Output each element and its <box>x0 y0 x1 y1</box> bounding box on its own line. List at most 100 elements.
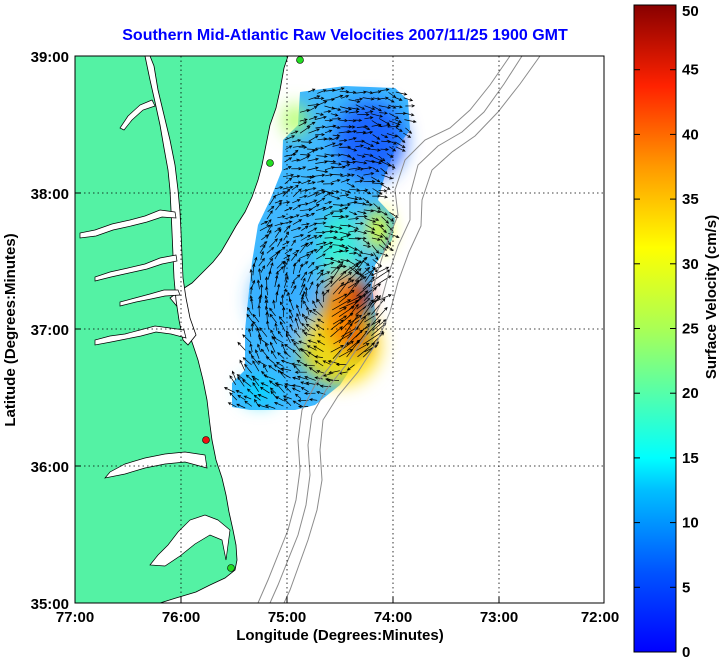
velocity-vector <box>332 153 342 157</box>
velocity-vector <box>291 387 301 393</box>
velocity-vector <box>324 256 335 261</box>
velocity-vector <box>231 370 237 381</box>
velocity-vector <box>279 321 286 332</box>
velocity-vector <box>323 241 334 246</box>
velocity-vector <box>307 339 318 344</box>
velocity-vector <box>306 121 316 127</box>
velocity-vector <box>252 360 260 372</box>
velocity-vector <box>355 144 364 148</box>
y-tick: 39:00 <box>31 49 81 66</box>
velocity-vector <box>252 263 256 276</box>
velocity-vector <box>340 178 351 183</box>
velocity-vector <box>363 190 372 195</box>
velocity-color-blobs <box>242 100 405 404</box>
velocity-vector <box>357 342 376 358</box>
velocity-vector <box>363 239 371 245</box>
velocity-vector <box>266 229 272 239</box>
velocity-vector <box>346 295 362 304</box>
velocity-vector <box>315 146 325 150</box>
velocity-vector <box>389 146 397 152</box>
velocity-vector <box>386 153 394 158</box>
velocity-vector <box>236 403 246 409</box>
velocity-vector <box>371 123 382 127</box>
velocity-vector <box>341 94 350 99</box>
velocity-vector <box>330 195 341 200</box>
velocity-vector <box>378 155 386 162</box>
velocity-vector <box>304 316 316 323</box>
velocity-vector <box>354 247 364 254</box>
velocity-vector <box>257 343 261 353</box>
velocity-vector <box>371 306 388 325</box>
velocity-vector <box>331 125 341 130</box>
velocity-vector <box>229 392 238 401</box>
velocity-vector <box>223 387 235 393</box>
velocity-vector <box>378 189 388 193</box>
velocity-vector <box>282 200 291 204</box>
velocity-vector <box>332 87 345 92</box>
velocity-vector <box>338 264 347 269</box>
y-tick-label: 38:00 <box>31 186 69 203</box>
velocity-vector <box>299 283 306 296</box>
velocity-vector <box>309 222 318 227</box>
velocity-vector <box>229 375 237 385</box>
velocity-vector <box>363 90 374 95</box>
velocity-vector <box>315 160 328 164</box>
velocity-vector <box>338 215 350 220</box>
x-tick: 74:00 <box>374 597 412 626</box>
velocity-vector <box>357 230 368 235</box>
velocity-vector <box>282 188 291 197</box>
velocity-vector <box>316 370 325 374</box>
velocity-vector <box>269 307 276 317</box>
velocity-vector <box>346 129 358 134</box>
velocity-vector <box>322 276 335 283</box>
velocity-vector <box>363 286 377 301</box>
velocity-vector <box>370 113 384 118</box>
velocity-vector <box>372 223 385 228</box>
velocity-vector <box>354 251 362 257</box>
velocity-vector <box>394 141 406 148</box>
velocity-vector <box>267 205 275 212</box>
velocity-vector <box>256 279 261 290</box>
velocity-vector <box>389 212 399 219</box>
velocity-vector <box>308 88 316 93</box>
velocity-vector <box>356 188 369 192</box>
velocity-vector <box>275 361 284 367</box>
colorbar-tick: 0 <box>634 644 690 659</box>
velocity-vector <box>386 244 394 252</box>
velocity-vector <box>323 289 330 296</box>
x-tick: 76:00 <box>162 597 200 626</box>
velocity-vector <box>363 252 375 257</box>
velocity-vector <box>285 330 292 338</box>
velocity-vector <box>307 181 316 185</box>
velocity-vector <box>348 229 358 233</box>
velocity-vector <box>362 126 371 131</box>
velocity-vector <box>339 106 352 111</box>
velocity-vector <box>356 214 368 219</box>
velocity-vector <box>364 266 376 282</box>
velocity-vector <box>274 274 279 288</box>
velocity-vector <box>249 286 253 295</box>
station-marker <box>296 56 304 64</box>
velocity-vector <box>372 188 383 195</box>
velocity-vector <box>363 209 375 213</box>
velocity-vector <box>298 121 308 127</box>
velocity-vector <box>372 167 380 173</box>
velocity-vector <box>280 294 285 304</box>
colorbar-tick: 30 <box>634 256 699 273</box>
velocity-vector <box>307 166 319 171</box>
velocity-vector <box>354 179 364 183</box>
velocity-vector <box>332 315 347 325</box>
velocity-vector <box>265 356 275 364</box>
velocity-vector <box>356 125 369 129</box>
velocity-vector <box>300 140 313 144</box>
velocity-vector <box>237 376 245 387</box>
velocity-vector <box>386 133 398 138</box>
velocity-vector <box>245 374 253 381</box>
velocity-vector <box>278 316 286 324</box>
x-tick-label: 73:00 <box>480 609 518 626</box>
colorbar-tick: 15 <box>634 450 699 467</box>
velocity-vector <box>290 226 302 232</box>
velocity-vector <box>265 286 269 296</box>
velocity-vector <box>324 153 335 157</box>
